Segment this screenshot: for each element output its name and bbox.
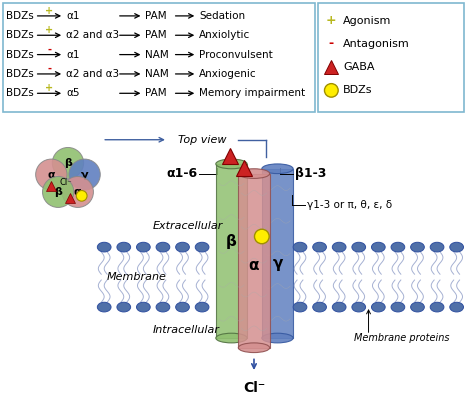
Ellipse shape bbox=[410, 302, 424, 312]
Text: Anxiogenic: Anxiogenic bbox=[199, 69, 257, 79]
Text: α1-6: α1-6 bbox=[166, 167, 197, 180]
Text: α2 and α3: α2 and α3 bbox=[66, 69, 119, 79]
Text: -: - bbox=[329, 37, 334, 50]
Text: α1: α1 bbox=[66, 50, 80, 60]
Ellipse shape bbox=[450, 242, 464, 252]
Text: +: + bbox=[46, 6, 54, 16]
Ellipse shape bbox=[195, 302, 209, 312]
Ellipse shape bbox=[372, 302, 385, 312]
Ellipse shape bbox=[117, 242, 131, 252]
Ellipse shape bbox=[156, 242, 170, 252]
Text: γ: γ bbox=[272, 256, 283, 271]
Circle shape bbox=[76, 191, 87, 201]
Ellipse shape bbox=[332, 242, 346, 252]
Text: +: + bbox=[326, 14, 337, 27]
Ellipse shape bbox=[450, 302, 464, 312]
Circle shape bbox=[43, 177, 74, 208]
Text: Intracellular: Intracellular bbox=[153, 325, 220, 335]
Text: Top view: Top view bbox=[178, 135, 227, 145]
Ellipse shape bbox=[176, 302, 190, 312]
Text: Extracellular: Extracellular bbox=[153, 221, 224, 231]
Ellipse shape bbox=[195, 242, 209, 252]
Ellipse shape bbox=[352, 302, 365, 312]
Ellipse shape bbox=[262, 164, 293, 173]
Text: β1-3: β1-3 bbox=[295, 167, 327, 180]
Text: BDZs: BDZs bbox=[6, 50, 34, 60]
Text: Cl⁻: Cl⁻ bbox=[60, 178, 73, 187]
Bar bbox=[262, 169, 293, 338]
Text: β: β bbox=[64, 158, 72, 168]
Bar bbox=[216, 164, 247, 338]
Ellipse shape bbox=[372, 242, 385, 252]
Ellipse shape bbox=[117, 302, 131, 312]
FancyBboxPatch shape bbox=[3, 3, 315, 112]
Text: γ: γ bbox=[81, 170, 89, 179]
Ellipse shape bbox=[391, 302, 405, 312]
Text: PAM: PAM bbox=[146, 88, 167, 98]
Text: -: - bbox=[47, 45, 51, 55]
Ellipse shape bbox=[313, 242, 327, 252]
Ellipse shape bbox=[238, 343, 270, 353]
Ellipse shape bbox=[352, 242, 365, 252]
Text: BDZs: BDZs bbox=[6, 30, 34, 40]
Ellipse shape bbox=[97, 302, 111, 312]
Text: γ1-3 or π, θ, ε, δ: γ1-3 or π, θ, ε, δ bbox=[307, 200, 392, 210]
Text: PAM: PAM bbox=[146, 11, 167, 21]
Text: Memory impairment: Memory impairment bbox=[199, 88, 305, 98]
Text: BDZs: BDZs bbox=[6, 88, 34, 98]
Ellipse shape bbox=[430, 302, 444, 312]
Text: Cl⁻: Cl⁻ bbox=[243, 381, 265, 395]
Text: α: α bbox=[47, 170, 55, 179]
Text: β: β bbox=[54, 187, 62, 197]
Text: α1: α1 bbox=[66, 11, 80, 21]
FancyBboxPatch shape bbox=[318, 3, 464, 112]
Text: α5: α5 bbox=[66, 88, 80, 98]
Text: NAM: NAM bbox=[146, 69, 169, 79]
Text: Anxiolytic: Anxiolytic bbox=[199, 30, 250, 40]
Circle shape bbox=[36, 159, 67, 190]
Text: GABA: GABA bbox=[343, 62, 374, 72]
Ellipse shape bbox=[262, 333, 293, 343]
Text: Sedation: Sedation bbox=[199, 11, 245, 21]
Text: Membrane proteins: Membrane proteins bbox=[354, 333, 449, 343]
Ellipse shape bbox=[137, 302, 150, 312]
Bar bbox=[238, 173, 270, 348]
Ellipse shape bbox=[156, 302, 170, 312]
Ellipse shape bbox=[391, 242, 405, 252]
Ellipse shape bbox=[293, 302, 307, 312]
Text: Agonism: Agonism bbox=[343, 16, 392, 26]
Circle shape bbox=[62, 177, 93, 208]
Circle shape bbox=[52, 147, 83, 178]
Text: Membrane: Membrane bbox=[107, 272, 167, 282]
Text: α: α bbox=[74, 187, 82, 197]
Text: Antagonism: Antagonism bbox=[343, 39, 410, 49]
Ellipse shape bbox=[216, 159, 247, 169]
Ellipse shape bbox=[332, 302, 346, 312]
Text: +: + bbox=[46, 83, 54, 93]
Ellipse shape bbox=[137, 242, 150, 252]
Ellipse shape bbox=[313, 302, 327, 312]
Text: PAM: PAM bbox=[146, 30, 167, 40]
Text: -: - bbox=[47, 64, 51, 74]
Text: BDZs: BDZs bbox=[6, 69, 34, 79]
Ellipse shape bbox=[97, 242, 111, 252]
Circle shape bbox=[69, 159, 100, 190]
Text: +: + bbox=[46, 25, 54, 35]
Text: α2 and α3: α2 and α3 bbox=[66, 30, 119, 40]
Text: BDZs: BDZs bbox=[6, 11, 34, 21]
Text: α: α bbox=[249, 258, 259, 273]
Ellipse shape bbox=[238, 169, 270, 178]
Ellipse shape bbox=[430, 242, 444, 252]
Ellipse shape bbox=[293, 242, 307, 252]
Ellipse shape bbox=[176, 242, 190, 252]
Text: β: β bbox=[226, 234, 237, 249]
Text: Proconvulsent: Proconvulsent bbox=[199, 50, 273, 60]
Text: BDZs: BDZs bbox=[343, 85, 373, 95]
Ellipse shape bbox=[410, 242, 424, 252]
Circle shape bbox=[255, 229, 269, 244]
Circle shape bbox=[325, 84, 338, 97]
Text: NAM: NAM bbox=[146, 50, 169, 60]
Ellipse shape bbox=[216, 333, 247, 343]
